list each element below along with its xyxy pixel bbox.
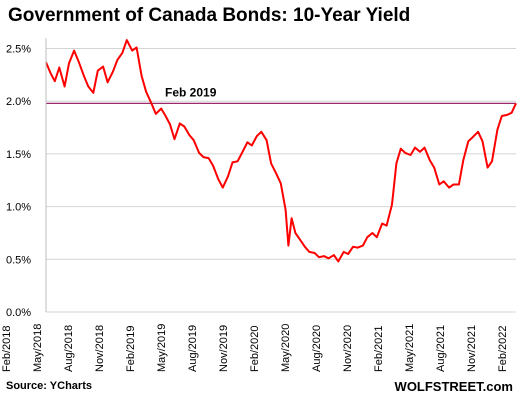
watermark: WOLFSTREET.com: [394, 379, 513, 394]
y-tick-label: 0.0%: [6, 307, 31, 319]
x-tick-label: May/2018: [32, 324, 44, 372]
x-tick-label: Feb/2021: [373, 326, 385, 372]
y-tick-label: 2.5%: [6, 44, 31, 56]
yield-series-line: [45, 39, 517, 263]
x-tick-label: Aug/2020: [311, 325, 323, 372]
x-tick-label: Nov/2020: [342, 325, 354, 372]
x-tick-label: May/2021: [404, 324, 416, 372]
grid-lines: [46, 48, 516, 313]
y-tick-label: 2.0%: [6, 96, 31, 108]
x-tick-labels: Feb/2018 May/2018 Aug/2018 Nov/2018 Feb/2019…: [1, 324, 509, 372]
x-tick-label: Aug/2018: [63, 325, 75, 372]
x-tick-label: Nov/2019: [218, 325, 230, 372]
source-note: Source: YCharts: [6, 380, 92, 392]
chart-title: Government of Canada Bonds: 10-Year Yiel…: [8, 5, 411, 26]
x-tick-label: Feb/2020: [249, 326, 261, 372]
x-tick-label: Feb/2022: [497, 326, 509, 372]
reference-line-label: Feb 2019: [165, 85, 217, 99]
y-tick-label: 1.0%: [6, 202, 31, 214]
y-tick-label: 1.5%: [6, 149, 31, 161]
reference-line-group: Feb 2019: [46, 85, 516, 104]
x-tick-label: Feb/2019: [125, 326, 137, 372]
series-line-group: [45, 39, 517, 263]
x-tick-label: Feb/2018: [1, 326, 13, 372]
x-tick-label: May/2020: [280, 324, 292, 372]
y-tick-label: 0.5%: [6, 254, 31, 266]
x-tick-label: Aug/2019: [187, 325, 199, 372]
y-tick-labels: 0.0% 0.5% 1.0% 1.5% 2.0% 2.5%: [6, 44, 31, 319]
x-tick-label: May/2019: [156, 324, 168, 372]
x-tick-label: Nov/2021: [466, 325, 478, 372]
x-tick-label: Nov/2018: [94, 325, 106, 372]
x-tick-label: Aug/2021: [435, 325, 447, 372]
